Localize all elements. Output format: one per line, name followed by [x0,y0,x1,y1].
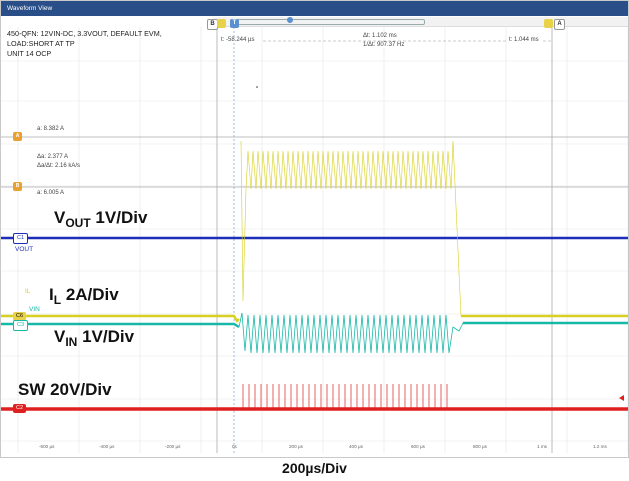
cursor-a-marker[interactable]: A [554,19,565,30]
vin-scale-label: VIN 1V/Div [54,327,135,349]
time-tick: 800 µs [473,444,487,449]
trigger-marker[interactable]: T [230,19,239,28]
channel-c1-badge[interactable]: C1 [13,233,29,244]
cursor-a-handle[interactable] [544,19,553,28]
channel-c3-badge[interactable]: C3 [13,320,29,331]
channel-il-name: IL [25,288,31,295]
amp-cursor-b-marker[interactable]: B [13,182,22,191]
scope-waveform-view[interactable]: Waveform View [0,0,629,458]
amp-cursor-a-marker[interactable]: A [13,132,22,141]
overview-handle[interactable] [287,17,293,23]
time-tick: 400 µs [349,444,363,449]
c2-offscreen-arrow [619,395,624,401]
time-tick: 1 ms [537,444,547,449]
vout-scale-label: VOUT 1V/Div [54,208,148,230]
inverse-delta-time: 1/Δt: 907.37 Hz [361,42,407,48]
cursor-a-time: t: 1.044 ms [507,37,541,43]
time-tick: 200 µs [289,444,303,449]
sw-scale-label: SW 20V/Div [18,380,112,399]
channel-vin-name: VIN [29,306,40,313]
sw-trace [1,384,628,411]
waveform-plot[interactable] [1,1,629,458]
cursor-b-time: t: -58.244 µs [219,37,257,43]
delta-time: Δt: 1.102 ms [361,33,399,39]
channel-c6-badge[interactable]: C6 [13,312,27,321]
time-tick: 0s [232,444,237,449]
amp-cursor-b-value: a: 6.005 A [37,190,65,196]
amp-cursor-a-value: a: 8.382 A [37,126,65,132]
window-title: Waveform View [1,1,628,16]
time-tick: -600 µs [39,444,55,449]
amp-delta: Δa: 2.377 A [37,154,69,160]
channel-c2-badge[interactable]: C2 [13,404,27,413]
vin-trace [1,312,628,354]
il-scale-label: IL 2A/Div [49,285,119,307]
cursor-b-handle[interactable] [217,19,226,28]
il-trace [1,140,628,323]
amp-delta-rate: Δa/Δt: 2.16 kA/s [37,163,81,169]
channel-c1-name: VOUT [15,246,34,253]
time-tick: 600 µs [411,444,425,449]
time-tick: -200 µs [165,444,181,449]
time-tick: 1.2 ms [593,444,607,449]
time-tick: -400 µs [99,444,115,449]
timebase-label: 200µs/Div [282,460,347,476]
setup-description: 450-QFN: 12VIN-DC, 3.3VOUT, DEFAULT EVM,… [7,29,162,58]
